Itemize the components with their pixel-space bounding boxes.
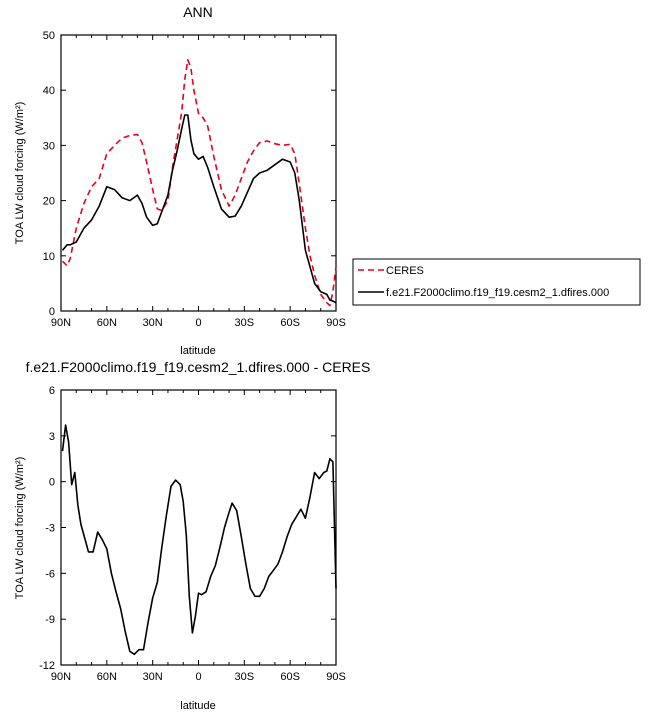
- series-line-difference: [61, 424, 337, 656]
- series-line-model: [61, 114, 337, 304]
- axis-ticks: 90N 60N 30N 0 30S 60S 90S 0 10 20 30 40 50: [43, 30, 346, 329]
- chart-title: ANN: [183, 4, 213, 20]
- y-tick-label: 0: [49, 306, 55, 318]
- x-tick-label: 90N: [51, 317, 71, 329]
- x-tick-label: 0: [195, 671, 201, 683]
- y-axis-label: TOA LW cloud forcing (W/m²): [14, 102, 26, 245]
- x-tick-label: 90S: [326, 671, 346, 683]
- x-tick-label: 30S: [235, 671, 255, 683]
- series-line-ceres: [61, 58, 337, 307]
- y-axis-label: TOA LW cloud forcing (W/m²): [14, 457, 26, 600]
- y-tick-label: -12: [39, 660, 55, 672]
- legend-label-ceres: CERES: [386, 265, 424, 277]
- x-axis-label: latitude: [180, 345, 215, 357]
- axis-ticks: 90N 60N 30N 0 30S 60S 90S -12 -9 -6 -3 0 3 6: [39, 385, 346, 683]
- x-tick-label: 60N: [97, 671, 117, 683]
- legend-label-model: f.e21.F2000climo.f19_f19.cesm2_1.dfires.…: [386, 287, 609, 299]
- x-tick-label: 30N: [143, 671, 163, 683]
- y-tick-label: 3: [49, 431, 55, 443]
- y-tick-label: 6: [49, 385, 55, 397]
- plot-frame: [60, 389, 337, 666]
- y-tick-label: -6: [45, 568, 55, 580]
- plot-lines: [61, 424, 337, 656]
- x-tick-label: 30N: [143, 317, 163, 329]
- y-tick-label: -9: [45, 614, 55, 626]
- y-tick-label: 40: [43, 85, 55, 97]
- y-tick-label: 10: [43, 251, 55, 263]
- legend-box: [352, 258, 641, 306]
- x-tick-label: 60S: [280, 317, 300, 329]
- x-tick-label: 60N: [97, 317, 117, 329]
- y-tick-label: 50: [43, 30, 55, 42]
- x-tick-label: 0: [195, 317, 201, 329]
- y-tick-label: -3: [45, 523, 55, 535]
- x-tick-label: 90S: [326, 317, 346, 329]
- x-axis-label: latitude: [180, 700, 215, 712]
- chart-annual-mean: ANN 90N 60N 30N 0 30S 60S 90S 0 10 20 30 40 50 latit…: [14, 4, 641, 357]
- chart-title: f.e21.F2000climo.f19_f19.cesm2_1.dfires.…: [26, 359, 371, 375]
- y-tick-label: 30: [43, 140, 55, 152]
- plot-lines: [61, 58, 337, 307]
- x-tick-label: 60S: [280, 671, 300, 683]
- chart-difference: f.e21.F2000climo.f19_f19.cesm2_1.dfires.…: [14, 359, 370, 712]
- y-tick-label: 20: [43, 196, 55, 208]
- x-tick-label: 30S: [235, 317, 255, 329]
- x-tick-label: 90N: [51, 671, 71, 683]
- y-tick-label: 0: [49, 477, 55, 489]
- legend: CERES f.e21.F2000climo.f19_f19.cesm2_1.d…: [352, 258, 641, 306]
